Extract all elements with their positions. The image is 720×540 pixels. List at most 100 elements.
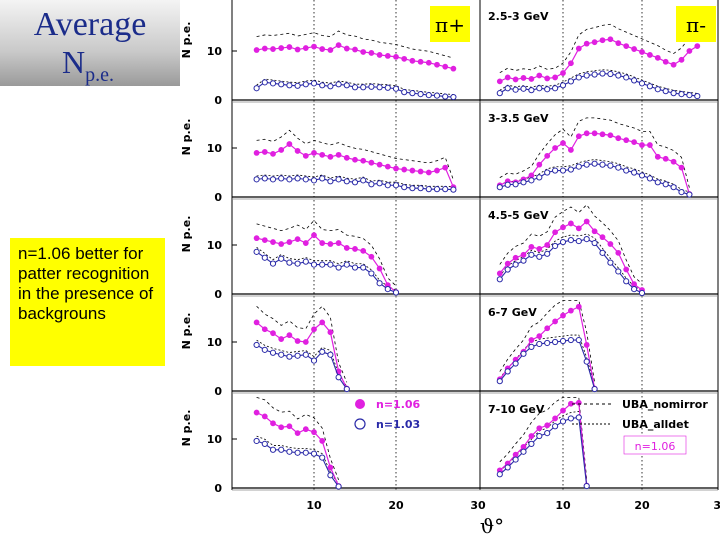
n103-data-point: [286, 353, 293, 360]
n103-data-point: [567, 166, 575, 173]
n103-data-point: [496, 90, 503, 97]
n103-data-point: [278, 351, 285, 358]
n106-data-point: [294, 46, 301, 53]
n106-data-point: [654, 153, 661, 160]
n106-data-point: [425, 59, 432, 66]
n103-data-point: [392, 182, 400, 189]
n103-data-point: [261, 175, 268, 182]
n103-data-point: [591, 385, 598, 393]
n106-data-point: [434, 61, 440, 68]
n106-data-point: [544, 242, 551, 248]
n103-data-point: [401, 89, 408, 96]
n103-data-point: [269, 446, 277, 453]
n103-data-point: [654, 86, 661, 93]
n103-data-point: [583, 72, 590, 79]
n106-data-point: [678, 56, 685, 63]
n103-data-point: [536, 432, 543, 440]
x-tick-label: 20: [634, 499, 650, 512]
n103-series-line: [256, 251, 397, 294]
n103-data-point: [662, 181, 669, 188]
n103-data-point: [623, 74, 630, 81]
n103-data-point: [512, 181, 519, 188]
n103-data-point: [520, 448, 527, 455]
n106-data-point: [286, 239, 293, 245]
n106-data-point: [442, 63, 449, 70]
n106-data-point: [512, 254, 519, 261]
n103-data-point: [351, 84, 359, 91]
panel-label: 4.5-5 GeV: [488, 209, 549, 222]
n103-data-point: [654, 179, 661, 186]
n106-data-point: [335, 240, 342, 246]
n103-data-point: [294, 82, 301, 89]
pi-plus-label: π+: [435, 13, 465, 37]
n103-data-point: [294, 352, 301, 359]
n103-data-point: [319, 261, 326, 268]
n106-data-point: [352, 156, 358, 163]
n103-data-point: [599, 70, 606, 77]
n106-data-point: [528, 76, 535, 82]
annotation-box: [623, 435, 687, 455]
n106-data-point: [360, 49, 367, 55]
n106-data-point: [560, 407, 566, 414]
n103-data-point: [294, 260, 301, 267]
n106-data-point: [599, 37, 606, 44]
n106-data-point: [615, 40, 622, 47]
n103-data-point: [351, 264, 359, 271]
n103-data-point: [360, 264, 367, 271]
x-tick-label: 30: [713, 499, 720, 512]
n106-data-point: [409, 57, 416, 64]
n106-data-point: [360, 157, 367, 164]
n103-data-point: [575, 163, 582, 170]
n103-data-point: [615, 268, 622, 275]
n106-data-point: [261, 149, 268, 155]
n103-data-point: [504, 85, 511, 92]
n103-data-point: [512, 360, 519, 367]
y-tick-label: 10: [207, 336, 223, 349]
n106-data-point: [335, 42, 342, 49]
n106-data-point: [512, 76, 519, 83]
uba-alldet-curve: [499, 233, 643, 291]
n103-data-point: [520, 350, 527, 357]
y-tick-label: 0: [214, 385, 222, 398]
legend-marker-n106: [355, 399, 365, 409]
n103-data-point: [376, 180, 383, 187]
n106-data-point: [376, 161, 383, 168]
n103-data-point: [376, 280, 383, 287]
n103-data-point: [631, 286, 638, 293]
n106-data-point: [261, 45, 268, 52]
y-tick-label: 0: [214, 191, 222, 204]
n103-data-point: [607, 162, 614, 169]
n103-data-point: [528, 251, 535, 258]
n103-data-point: [450, 93, 457, 101]
n103-data-point: [504, 181, 511, 188]
n103-data-point: [286, 448, 293, 455]
uba-nomirror-curve: [499, 204, 643, 284]
n103-data-point: [442, 93, 449, 100]
n103-data-point: [253, 437, 260, 445]
n103-data-point: [607, 70, 614, 78]
n106-data-point: [686, 48, 693, 54]
n106-data-point: [335, 151, 342, 158]
n106-data-point: [302, 152, 309, 159]
n106-data-point: [278, 241, 285, 247]
n103-data-point: [278, 175, 285, 182]
n103-data-point: [638, 80, 646, 87]
n106-data-point: [319, 151, 326, 158]
n103-data-point: [319, 348, 326, 355]
n103-data-point: [536, 253, 543, 260]
n106-data-point: [442, 164, 449, 171]
n106-data-point: [591, 130, 598, 137]
n106-data-point: [647, 142, 653, 148]
n106-data-point: [286, 423, 293, 430]
y-axis-label: N p.e.: [180, 22, 193, 59]
n106-data-point: [520, 75, 527, 81]
n106-data-point: [294, 236, 301, 243]
n103-data-point: [376, 84, 383, 91]
n106-data-point: [496, 78, 503, 85]
n103-data-point: [544, 169, 551, 176]
n106-data-point: [311, 150, 317, 156]
n106-data-point: [544, 75, 551, 82]
n103-data-point: [409, 90, 416, 97]
n106-data-point: [583, 342, 590, 348]
n106-data-point: [568, 60, 574, 67]
